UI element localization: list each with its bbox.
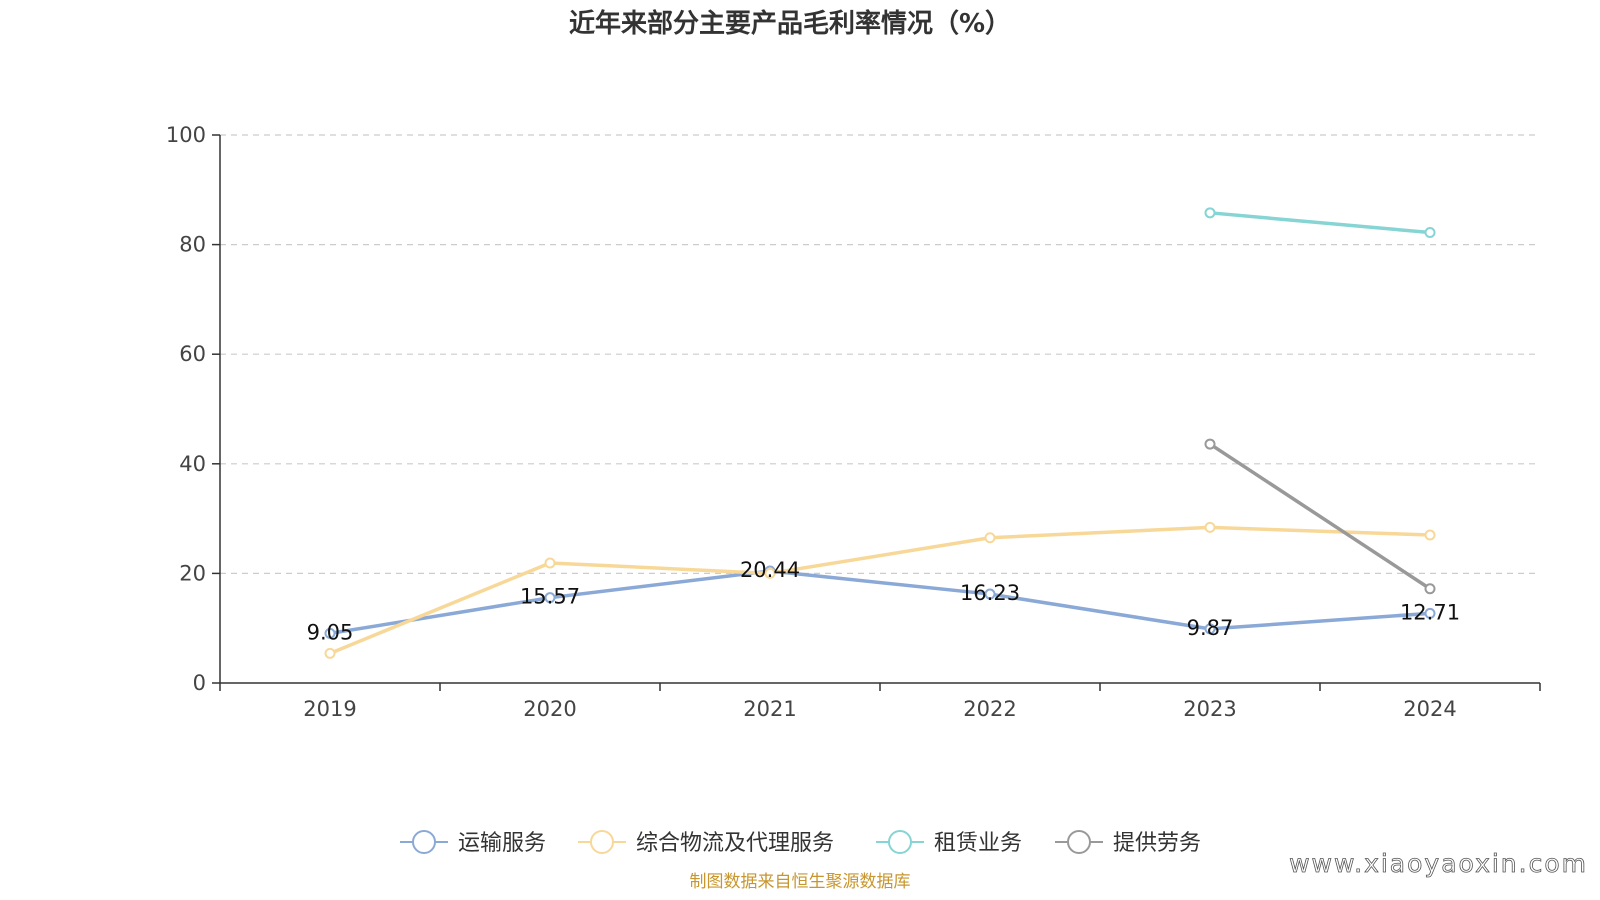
data-point [544,557,556,569]
legend-marker [412,830,436,854]
y-tick-label: 40 [179,452,206,476]
axes [212,134,1541,691]
data-label: 9.87 [1187,616,1234,640]
chart-title: 近年来部分主要产品毛利率情况（%） [569,8,1011,39]
x-tick-label: 2021 [743,697,796,721]
legend-label: 租赁业务 [934,831,1022,856]
y-tick-label: 60 [179,342,206,366]
data-point [1424,227,1436,239]
legend-label: 提供劳务 [1113,831,1201,856]
data-point [984,588,996,600]
y-tick-label: 20 [179,561,206,585]
data-point [764,567,776,579]
data-point [1204,207,1216,219]
data-point [1204,521,1216,533]
data-point [324,627,336,639]
y-tick-label: 0 [193,671,206,695]
data-point [1204,438,1216,450]
data-point [984,532,996,544]
watermark: www.xiaoyaoxin.com [1289,849,1588,878]
legend-marker [1067,830,1091,854]
x-axis-ticks: 2019 2020 2021 2022 2023 2024 [303,697,1456,721]
data-point [1424,607,1436,619]
grid-lines [220,134,1540,575]
x-tick-label: 2020 [523,697,576,721]
legend-label: 运输服务 [458,831,546,856]
legend: 运输服务 综合物流及代理服务 租赁业务 提供劳务 [400,830,1201,856]
y-tick-label: 80 [179,233,206,257]
series-line [1209,442,1431,591]
x-tick-label: 2023 [1183,697,1236,721]
series-line [329,525,1431,656]
data-point [1204,623,1216,635]
data-label: 12.71 [1400,600,1460,624]
series-line [329,569,1431,636]
series-group [324,207,1436,659]
data-point [544,592,556,604]
legend-label: 综合物流及代理服务 [636,831,834,856]
data-label: 20.44 [740,558,800,582]
legend-marker [888,830,912,854]
y-axis-ticks: 0 20 40 60 80 100 [166,123,206,695]
data-label: 16.23 [960,581,1020,605]
source-note: 制图数据来自恒生聚源数据库 [690,872,911,892]
x-tick-label: 2024 [1403,697,1456,721]
data-point [1424,583,1436,595]
y-tick-label: 100 [166,123,206,147]
data-label: 15.57 [520,585,580,609]
series-line [1209,211,1431,235]
legend-marker [590,830,614,854]
data-point [324,647,336,659]
data-point [1424,529,1436,541]
x-tick-label: 2019 [303,697,356,721]
data-labels: 9.05 15.57 20.44 16.23 9.87 12.71 [307,558,1460,644]
x-tick-label: 2022 [963,697,1016,721]
data-label: 9.05 [307,620,354,644]
